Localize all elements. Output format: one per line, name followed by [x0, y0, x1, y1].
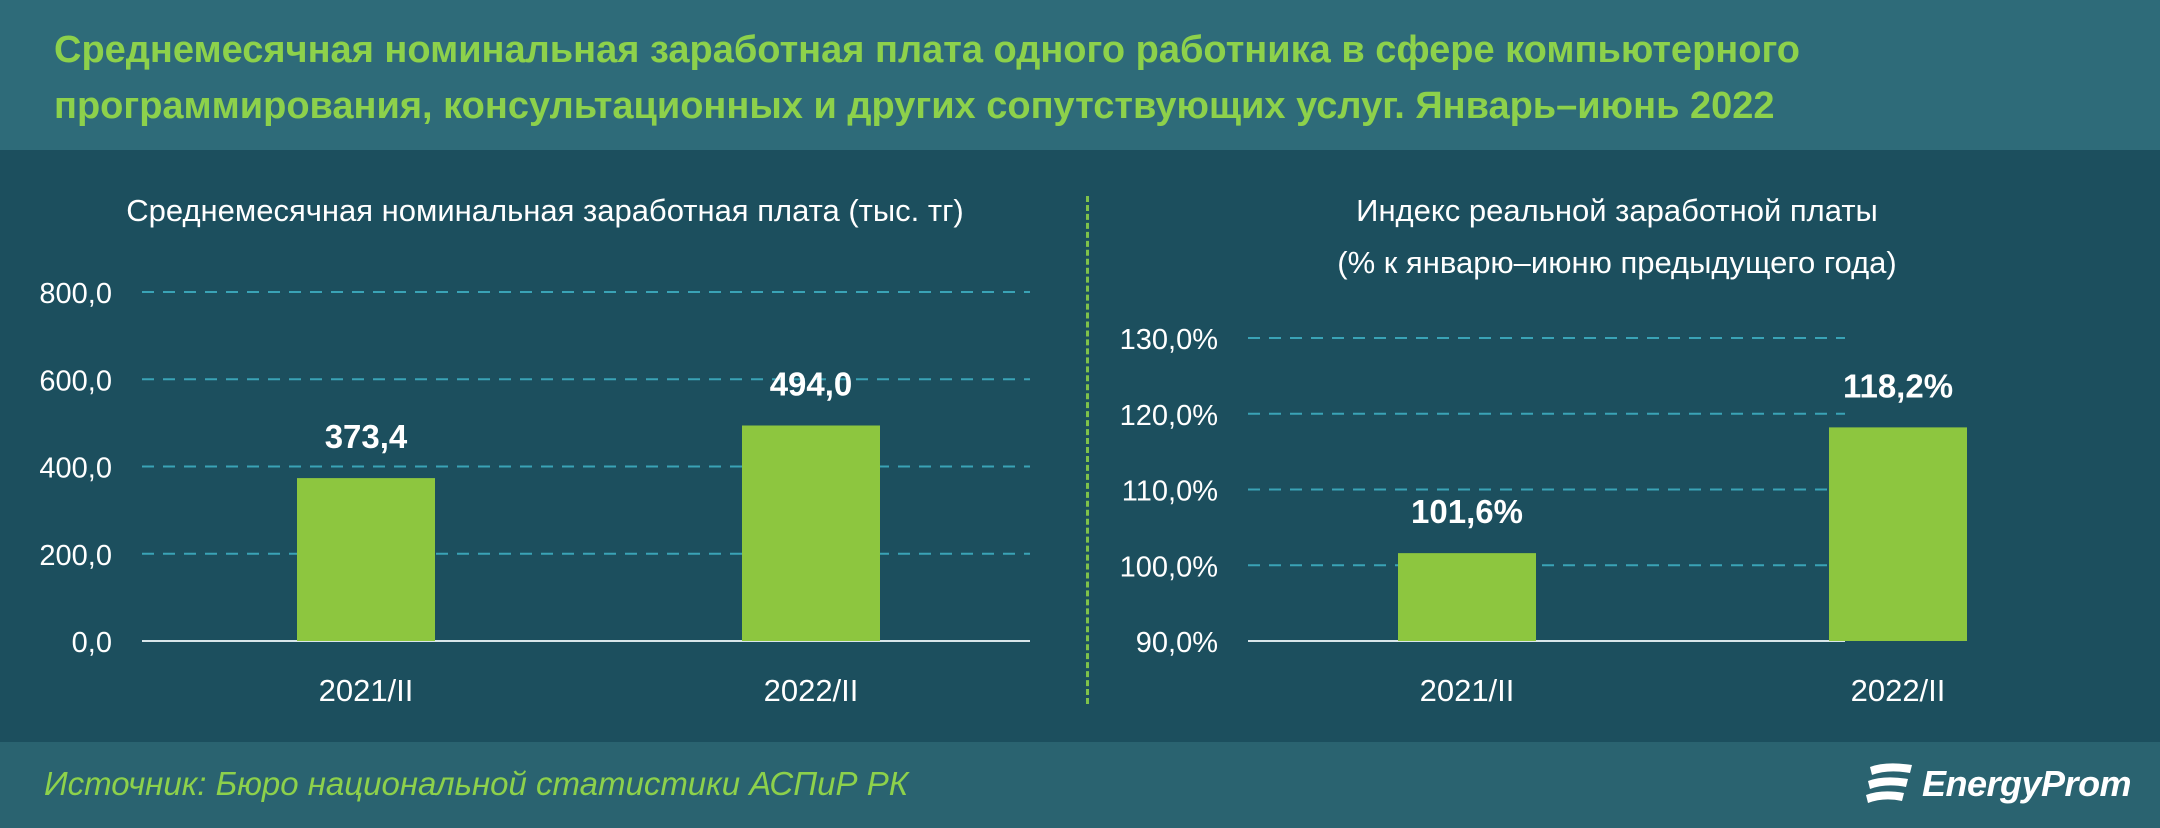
bar-value-label: 494,0 — [770, 365, 853, 402]
bar — [1829, 427, 1967, 641]
logo-text: EnergyProm — [1922, 763, 2132, 804]
bar — [1398, 553, 1536, 641]
brand-logo: EnergyProm — [1862, 752, 2132, 816]
bar-value-label: 118,2% — [1843, 367, 1953, 404]
source-note: Источник: Бюро национальной статистики А… — [44, 765, 909, 802]
y-tick-label: 400,0 — [39, 453, 112, 485]
chart-subtitle: (% к январю–июню предыдущего года) — [1337, 245, 1896, 280]
chart-title: Среднемесячная номинальная заработная пл… — [126, 193, 963, 228]
energyprom-logo-icon — [1866, 763, 1912, 803]
y-tick-label: 600,0 — [39, 365, 112, 397]
chart-title: Индекс реальной заработной платы — [1356, 193, 1878, 228]
y-tick-label: 200,0 — [39, 540, 112, 572]
x-tick-label: 2021/II — [319, 673, 414, 708]
bar — [742, 425, 880, 641]
header-banner — [0, 0, 2160, 150]
y-tick-label: 120,0% — [1120, 400, 1218, 432]
y-tick-label: 800,0 — [39, 278, 112, 310]
panel-divider — [1086, 196, 1089, 704]
x-tick-label: 2022/II — [764, 673, 859, 708]
bar — [297, 478, 435, 641]
y-tick-label: 90,0% — [1136, 627, 1218, 659]
y-tick-label: 0,0 — [72, 627, 112, 659]
page-title: Среднемесячная номинальная заработная пл… — [54, 29, 1800, 127]
y-tick-label: 110,0% — [1122, 476, 1218, 508]
x-tick-label: 2022/II — [1851, 673, 1946, 708]
y-tick-label: 130,0% — [1120, 324, 1218, 356]
y-tick-label: 100,0% — [1120, 551, 1218, 583]
footer-bar — [0, 742, 2160, 828]
x-tick-label: 2021/II — [1420, 673, 1515, 708]
bar-value-label: 101,6% — [1411, 493, 1523, 530]
bar-value-label: 373,4 — [325, 418, 408, 455]
